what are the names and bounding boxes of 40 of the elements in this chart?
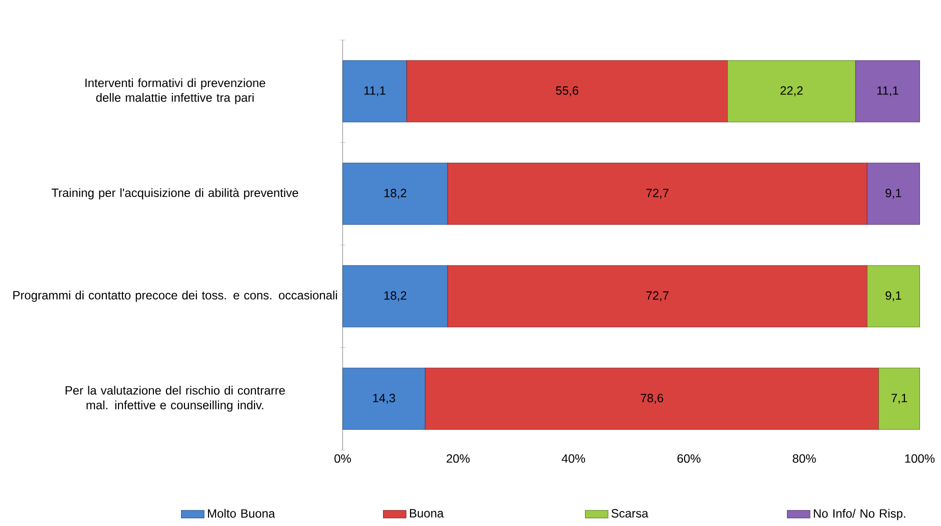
legend-label: Scarsa [612, 509, 648, 518]
data-label: 18,2 [384, 188, 406, 199]
y-tick-label: Training per l'acquisizione di abilità preventive [52, 188, 298, 200]
bar [866, 162, 920, 225]
bar [447, 265, 868, 328]
data-label: 11,1 [877, 86, 898, 96]
bar [866, 265, 920, 328]
bar [727, 60, 856, 122]
data-label: 55,6 [556, 86, 578, 96]
data-label: 22,2 [780, 86, 803, 96]
x-tick-label: 100% [905, 454, 935, 463]
data-label: 9,1 [886, 188, 902, 199]
y-tick-label: Interventi formativi di prevenzione delle malattie infettive tra pari [85, 78, 266, 104]
y-tick-label: Programmi di contatto precoce dei toss. e cons. occasionali [13, 290, 337, 302]
legend-label: No Info/ No Risp. [814, 508, 906, 520]
y-tick-label: Per la valutazione del rischio di contrarre mal. infettive e counseilling indiv. [66, 386, 285, 412]
data-label: 7,1 [891, 394, 907, 404]
x-tick-label: 20% [446, 454, 470, 463]
bar [342, 162, 448, 225]
bar [406, 60, 728, 122]
bar [447, 162, 868, 225]
data-label: 9,1 [886, 291, 902, 302]
data-label: 78,6 [640, 394, 664, 404]
bar [342, 60, 407, 122]
data-label: 11,1 [364, 86, 386, 96]
x-tick-label: 80% [792, 454, 816, 463]
x-tick-label: 40% [562, 454, 586, 463]
data-label: 72,7 [646, 291, 668, 302]
data-label: 18,2 [384, 291, 406, 302]
bar [424, 368, 879, 430]
data-label: 14,3 [373, 394, 396, 404]
legend-label: Buona [410, 509, 444, 518]
bar [342, 368, 426, 430]
bar [878, 368, 920, 430]
bar [855, 60, 920, 122]
x-tick-label: 60% [677, 454, 700, 463]
data-label: 72,7 [646, 188, 668, 199]
legend-label: Molto Buona [208, 508, 276, 518]
x-tick-label: 0% [334, 454, 351, 463]
bar [342, 265, 448, 328]
